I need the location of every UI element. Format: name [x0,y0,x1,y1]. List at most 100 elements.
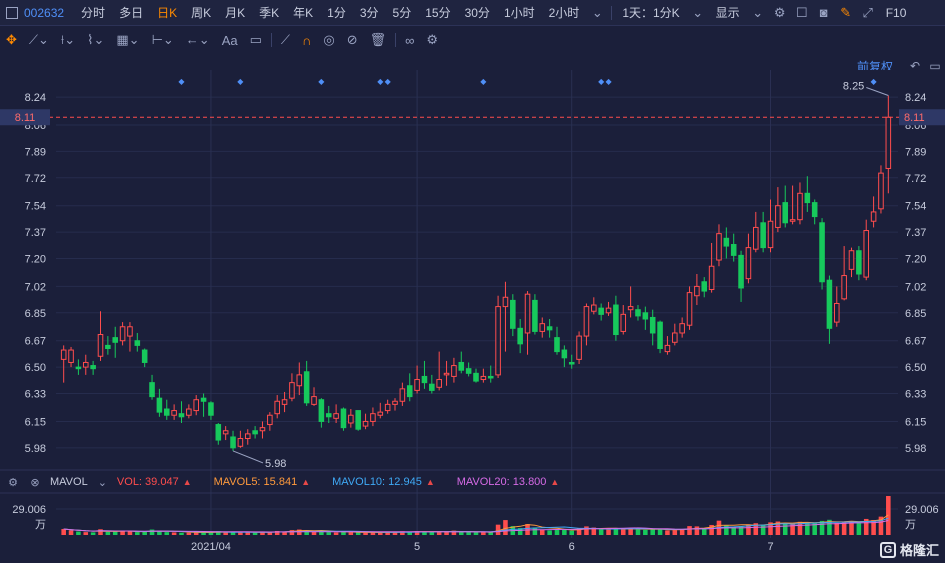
gear-icon[interactable]: ⚙ [8,476,18,489]
candle-body [701,281,708,292]
volume-bar [289,530,295,535]
chevron-down-icon[interactable]: ⌄ [591,4,603,20]
note-tool-icon[interactable]: ▭ [249,32,262,47]
volume-bar [576,528,582,535]
candle-body [348,414,354,424]
y-tick-label-right: 7.54 [905,201,926,213]
candle-body [451,365,457,377]
f10-button[interactable]: F10 [885,5,907,20]
candle-body [296,374,303,387]
period-5min[interactable]: 5分 [392,6,412,20]
volume-bar [481,532,486,535]
candle-body [635,309,641,317]
link-icon[interactable]: ∞ [405,32,415,48]
candle-body [848,250,855,270]
candle-body [443,372,450,376]
fullscreen-icon[interactable]: ⤢ [862,4,873,20]
polyline-tool-icon[interactable]: ⟊⌄ [60,32,76,47]
stock-code[interactable]: 002632 [24,5,65,20]
volume-bar [488,532,494,535]
volume-bar [701,528,707,535]
period-monthly[interactable]: 月K [225,6,246,20]
volume-bar [569,530,574,535]
volume-bar [186,532,192,535]
candle-body [377,411,384,416]
period-15min[interactable]: 15分 [425,6,451,20]
fib-tool-icon[interactable]: ▦⌄ [116,32,140,47]
volume-bar [90,532,96,535]
panel-icon[interactable]: ▭ [929,59,941,73]
plot-area [56,70,898,468]
indicator-name[interactable]: MAVOL [50,476,88,488]
hide-icon[interactable]: ⊘ [346,32,358,47]
gear-icon[interactable]: ⚙ [773,4,786,20]
candle-body [399,388,406,402]
sidebar-toggle-icon[interactable] [6,6,18,19]
volume-bar [400,531,405,535]
period-daily[interactable]: 日K [157,6,178,20]
high-annotation-line [866,87,889,96]
volume-bar [157,530,162,535]
period-multiday[interactable]: 多日 [119,6,144,20]
candle-body [370,413,376,422]
pencil-icon[interactable]: ✎ [840,4,852,20]
candle-body [112,337,119,343]
camera-icon[interactable]: ◙ [819,5,828,20]
logo-mark-icon: G [879,541,896,558]
candle-body [149,382,155,398]
candle-body [289,382,295,399]
period-weekly[interactable]: 周K [191,6,212,20]
candle-body [244,433,251,440]
eye-icon[interactable]: ◎ [323,32,335,47]
y-tick-label-left: 6.15 [25,416,46,428]
x-tick-label: 5 [414,541,420,553]
period-2hour[interactable]: 2小时 [548,6,580,20]
text-tool-icon[interactable]: Aa [221,32,238,48]
close-icon[interactable]: ⊗ [30,476,40,489]
crosshair-icon[interactable]: ✥ [6,32,17,47]
period-3min[interactable]: 3分 [359,6,379,20]
chevron-down-icon[interactable]: ⌄ [97,476,107,489]
y-tick-label-right: 7.02 [905,281,926,293]
volume-bar [378,532,383,535]
trash-icon[interactable]: 🗑 [369,32,387,47]
undo-icon[interactable]: ↶ [909,59,921,73]
candle-body [208,402,214,416]
volume-bar [724,525,729,535]
volume-bar [76,531,81,535]
volume-bar [429,532,435,535]
event-marker-icon: ◆ [605,77,612,86]
event-marker-icon: ◆ [377,77,384,86]
wave-tool-icon[interactable]: ⌇⌄ [87,32,105,47]
mavol10-value: MAVOL10: 12.945 ▲ [332,476,435,488]
chevron-down-icon[interactable]: ⌄ [692,4,704,20]
display-dropdown[interactable]: 显示 [715,6,740,20]
vol-unit-label-left: 万 [35,518,46,531]
chevron-down-icon[interactable]: ⌄ [752,4,764,20]
candle-body [480,375,487,381]
candle-body [517,327,523,345]
magnet-icon[interactable]: ∩ [302,32,312,48]
range-dropdown[interactable]: 1天：1分K [622,6,680,20]
volume-bar [392,532,398,535]
volume-bar [584,526,589,535]
volume-bar [274,530,280,535]
period-1min[interactable]: 1分 [327,6,346,20]
candle-body [436,379,442,388]
top-toolbar: 002632 分时 多日 日K 周K 月K 季K 年K 1分 3分 5分 15分… [0,0,945,26]
period-yearly[interactable]: 年K [293,6,314,20]
volume-bar [127,531,133,535]
period-1hour[interactable]: 1小时 [503,6,535,20]
period-quarterly[interactable]: 季K [259,6,280,20]
line-tool-icon[interactable]: ⟋⌄ [28,32,49,47]
checkbox-icon[interactable]: ☐ [795,4,808,20]
arrow-tool-icon[interactable]: ←⌄ [185,32,210,47]
period-30min[interactable]: 30分 [464,6,490,20]
settings-icon[interactable]: ⚙ [426,32,439,47]
candle-body [267,414,273,426]
period-intraday[interactable]: 分时 [81,6,106,20]
candle-body [495,306,501,376]
measure-tool-icon[interactable]: ⊢⌄ [151,32,174,47]
ruler-icon[interactable]: ⟋ [280,32,291,47]
